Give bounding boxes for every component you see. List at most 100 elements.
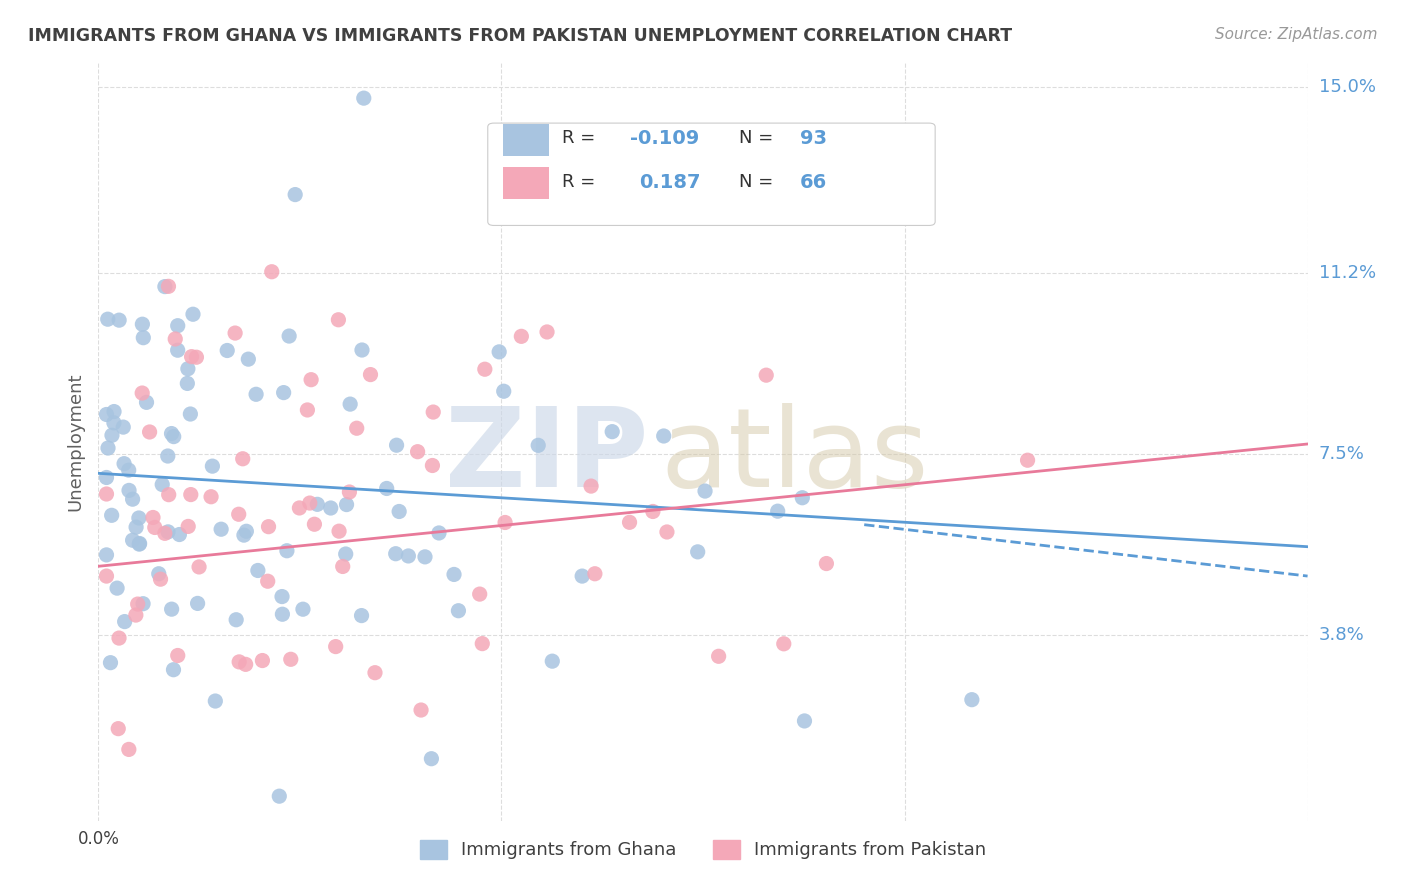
Point <box>163 429 186 443</box>
Point <box>641 504 664 518</box>
Point <box>793 714 815 728</box>
Point <box>536 325 558 339</box>
Point <box>108 631 131 645</box>
Point <box>107 722 129 736</box>
Point <box>132 331 155 345</box>
Point <box>271 607 294 622</box>
Point <box>527 438 550 452</box>
Point <box>105 581 128 595</box>
Point <box>157 488 180 502</box>
Point <box>235 657 257 672</box>
Point <box>103 404 125 418</box>
Point <box>420 752 443 766</box>
Point <box>149 572 172 586</box>
Point <box>160 602 183 616</box>
Text: R =: R = <box>561 173 606 191</box>
Point <box>179 407 201 421</box>
Point <box>350 608 373 623</box>
Point <box>232 451 254 466</box>
Point <box>131 386 153 401</box>
Point <box>138 425 160 439</box>
Text: ZIP: ZIP <box>446 403 648 510</box>
Point <box>298 496 321 510</box>
Point <box>422 405 444 419</box>
Point <box>128 536 150 550</box>
Point <box>96 470 118 484</box>
Point <box>571 569 593 583</box>
Point <box>413 549 436 564</box>
Point <box>792 491 814 505</box>
Point <box>755 368 778 383</box>
Point <box>187 596 209 610</box>
Point <box>583 566 606 581</box>
Point <box>406 444 429 458</box>
Text: N =: N = <box>740 129 779 147</box>
Bar <box>503 167 550 199</box>
Point <box>332 559 354 574</box>
Text: 93: 93 <box>800 128 827 148</box>
Point <box>188 560 211 574</box>
Point <box>112 420 135 434</box>
Point <box>766 504 789 518</box>
Point <box>409 703 432 717</box>
Text: 0.0%: 0.0% <box>77 830 120 847</box>
Text: 3.8%: 3.8% <box>1319 626 1364 644</box>
Point <box>360 368 382 382</box>
Text: 0.187: 0.187 <box>638 173 700 192</box>
Point <box>228 508 250 522</box>
Bar <box>503 124 550 156</box>
Point <box>693 484 716 499</box>
Point <box>162 663 184 677</box>
Text: IMMIGRANTS FROM GHANA VS IMMIGRANTS FROM PAKISTAN UNEMPLOYMENT CORRELATION CHART: IMMIGRANTS FROM GHANA VS IMMIGRANTS FROM… <box>28 27 1012 45</box>
Point <box>96 408 118 422</box>
Point <box>228 655 250 669</box>
Point <box>422 458 444 473</box>
Point <box>245 387 267 401</box>
Point <box>96 569 118 583</box>
Point <box>307 497 329 511</box>
Point <box>118 742 141 756</box>
FancyBboxPatch shape <box>488 123 935 226</box>
Point <box>142 510 165 524</box>
Point <box>299 373 322 387</box>
Point <box>447 604 470 618</box>
Point <box>346 421 368 435</box>
Point <box>707 649 730 664</box>
Point <box>288 500 311 515</box>
Point <box>772 637 794 651</box>
Point <box>276 543 298 558</box>
Point <box>297 403 319 417</box>
Point <box>384 547 406 561</box>
Point <box>579 479 602 493</box>
Point <box>328 312 350 326</box>
Point <box>328 524 350 538</box>
Point <box>157 524 180 539</box>
Point <box>176 376 198 391</box>
Point <box>100 656 122 670</box>
Text: 11.2%: 11.2% <box>1319 264 1376 282</box>
Point <box>204 694 226 708</box>
Point <box>135 395 157 409</box>
Point <box>271 590 294 604</box>
Point <box>468 587 491 601</box>
Point <box>225 613 247 627</box>
Point <box>96 487 118 501</box>
Point <box>169 527 191 541</box>
Point <box>235 524 257 539</box>
Point <box>339 485 361 500</box>
Point <box>257 519 280 533</box>
Point <box>143 520 166 534</box>
Point <box>201 459 224 474</box>
Point <box>181 307 204 321</box>
Point <box>256 574 278 589</box>
Point <box>121 492 143 507</box>
Point <box>166 318 188 333</box>
Point <box>269 789 291 804</box>
Point <box>385 438 408 452</box>
Point <box>125 608 148 623</box>
Point <box>304 517 326 532</box>
Point <box>375 482 398 496</box>
Text: Source: ZipAtlas.com: Source: ZipAtlas.com <box>1215 27 1378 42</box>
Point <box>180 487 202 501</box>
Point <box>510 329 533 343</box>
